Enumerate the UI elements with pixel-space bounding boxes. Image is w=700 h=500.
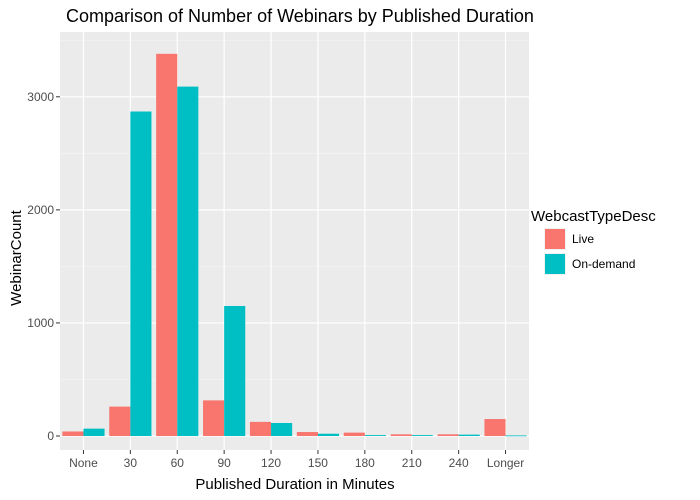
x-tick-label: Longer xyxy=(487,456,524,470)
bar-on-demand-180 xyxy=(364,435,386,436)
x-tick-label: 240 xyxy=(449,456,469,470)
bar-on-demand-210 xyxy=(411,435,433,436)
x-tick-label: 150 xyxy=(308,456,328,470)
y-tick-label: 0 xyxy=(47,429,54,443)
x-axis: None 30 60 90 120 150 180 210 240 Longer xyxy=(69,450,524,470)
bar-live-longer xyxy=(484,419,506,436)
bar-live-90 xyxy=(203,400,225,436)
legend-title: WebcastTypeDesc xyxy=(531,208,656,225)
x-tick-label: None xyxy=(69,456,98,470)
chart-title: Comparison of Number of Webinars by Publ… xyxy=(66,6,534,26)
bar-on-demand-30 xyxy=(130,111,152,436)
y-tick-label: 2000 xyxy=(27,203,54,217)
y-axis-title: WebinarCount xyxy=(8,209,25,305)
y-axis: 0 1000 2000 3000 xyxy=(27,90,60,443)
legend-label-on-demand: On-demand xyxy=(572,257,635,271)
x-axis-title: Published Duration in Minutes xyxy=(195,476,394,493)
y-tick-label: 1000 xyxy=(27,316,54,330)
legend-label-live: Live xyxy=(572,232,594,246)
x-tick-label: 180 xyxy=(355,456,375,470)
bar-on-demand-none xyxy=(83,428,105,436)
bar-on-demand-120 xyxy=(271,422,293,436)
y-tick-label: 3000 xyxy=(27,90,54,104)
bar-on-demand-240 xyxy=(458,434,480,436)
bar-live-210 xyxy=(390,434,412,436)
bar-on-demand-90 xyxy=(224,305,246,436)
bar-on-demand-longer xyxy=(505,435,527,437)
x-tick-label: 90 xyxy=(217,456,231,470)
bars xyxy=(62,53,527,437)
x-tick-label: 30 xyxy=(124,456,138,470)
legend-swatch-on-demand xyxy=(545,254,565,274)
legend-swatch-live xyxy=(545,229,565,249)
bar-on-demand-150 xyxy=(317,433,340,436)
bar-on-demand-60 xyxy=(177,86,199,436)
bar-live-120 xyxy=(249,421,272,436)
bar-live-180 xyxy=(343,432,365,436)
bar-live-240 xyxy=(437,434,459,436)
x-tick-label: 60 xyxy=(171,456,185,470)
bar-live-60 xyxy=(156,53,178,437)
bar-live-none xyxy=(62,431,84,436)
bar-live-150 xyxy=(296,432,318,436)
bar-live-30 xyxy=(109,406,131,436)
legend: WebcastTypeDesc Live On-demand xyxy=(531,208,656,275)
x-tick-label: 120 xyxy=(261,456,281,470)
x-tick-label: 210 xyxy=(402,456,422,470)
